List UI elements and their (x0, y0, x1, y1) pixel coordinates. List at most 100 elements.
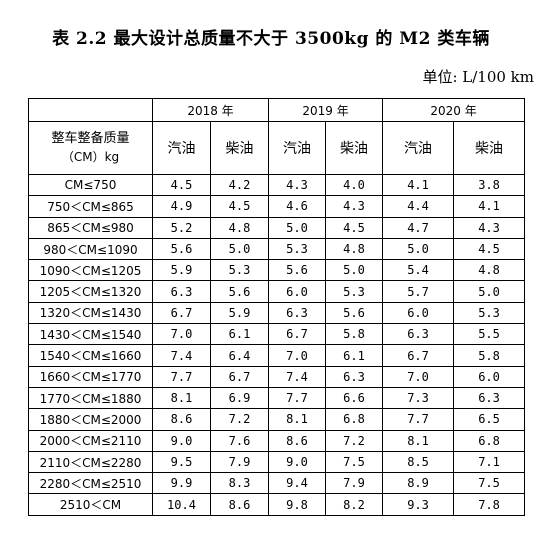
value-cell-2020-diesel: 3.8 (453, 173, 526, 197)
value-cell-2018-diesel: 4.2 (209, 173, 270, 197)
value-cell-2019-gasoline: 9.8 (268, 493, 327, 516)
curb-mass-header-line1: 整车整备质量 (51, 131, 130, 146)
value-cell-2020-diesel: 6.8 (453, 429, 526, 452)
value-cell-2020-gasoline: 9.3 (382, 493, 455, 516)
value-cell-2020-gasoline: 8.9 (382, 472, 455, 495)
curb-mass-range-cell: CM≤750 (28, 173, 153, 197)
value-cell-2018-diesel: 6.1 (209, 323, 270, 346)
curb-mass-header: 整车整备质量 （CM）kg (28, 121, 153, 175)
value-cell-2020-gasoline: 6.3 (382, 323, 455, 346)
value-cell-2019-diesel: 7.5 (325, 450, 384, 474)
curb-mass-range-cell: 1320＜CM≤1430 (28, 301, 153, 325)
fuel-header-2020-diesel: 柴油 (453, 121, 526, 175)
value-cell-2018-diesel: 4.5 (209, 195, 270, 218)
curb-mass-range-cell: 1430＜CM≤1540 (28, 323, 153, 346)
value-cell-2019-diesel: 6.1 (325, 344, 384, 367)
table-row: 1880＜CM≤2000 8.6 7.2 8.1 6.8 7.7 6.5 (28, 408, 526, 431)
curb-mass-range-cell: 1770＜CM≤1880 (28, 386, 153, 410)
value-cell-2020-diesel: 6.3 (453, 386, 526, 410)
fuel-header-2020-gasoline: 汽油 (382, 121, 455, 175)
value-cell-2019-diesel: 6.8 (325, 408, 384, 431)
value-cell-2020-gasoline: 7.0 (382, 365, 455, 388)
table-row: 1205＜CM≤1320 6.3 5.6 6.0 5.3 5.7 5.0 (28, 280, 526, 303)
table-row: CM≤750 4.5 4.2 4.3 4.0 4.1 3.8 (28, 173, 526, 197)
value-cell-2020-gasoline: 5.4 (382, 259, 455, 282)
value-cell-2019-diesel: 5.0 (325, 259, 384, 282)
value-cell-2020-diesel: 7.1 (453, 450, 526, 474)
value-cell-2020-diesel: 5.0 (453, 280, 526, 303)
curb-mass-header-line2: （CM）kg (61, 150, 120, 164)
fuel-consumption-table: 2018 年 2019 年 2020 年 整车整备质量 （CM）kg 汽油 柴油… (28, 98, 526, 516)
value-cell-2019-gasoline: 6.3 (268, 301, 327, 325)
value-cell-2018-gasoline: 5.6 (152, 237, 211, 261)
curb-mass-range-cell: 1205＜CM≤1320 (28, 280, 153, 303)
value-cell-2019-gasoline: 6.0 (268, 280, 327, 303)
fuel-header-row: 整车整备质量 （CM）kg 汽油 柴油 汽油 柴油 汽油 柴油 (28, 121, 526, 175)
table-row: 980＜CM≤1090 5.6 5.0 5.3 4.8 5.0 4.5 (28, 237, 526, 261)
value-cell-2018-gasoline: 8.1 (152, 386, 211, 410)
value-cell-2019-gasoline: 8.1 (268, 408, 327, 431)
value-cell-2020-diesel: 7.8 (453, 493, 526, 516)
value-cell-2020-gasoline: 6.7 (382, 344, 455, 367)
value-cell-2018-diesel: 5.3 (209, 259, 270, 282)
value-cell-2019-gasoline: 5.6 (268, 259, 327, 282)
table-row: 1320＜CM≤1430 6.7 5.9 6.3 5.6 6.0 5.3 (28, 301, 526, 325)
curb-mass-range-cell: 980＜CM≤1090 (28, 237, 153, 261)
curb-mass-range-cell: 2510＜CM (28, 493, 153, 516)
value-cell-2019-gasoline: 6.7 (268, 323, 327, 346)
value-cell-2018-diesel: 6.9 (209, 386, 270, 410)
value-cell-2018-diesel: 4.8 (209, 216, 270, 239)
header-corner-cell (28, 98, 153, 122)
value-cell-2018-gasoline: 7.7 (152, 365, 211, 388)
value-cell-2020-gasoline: 7.7 (382, 408, 455, 431)
value-cell-2019-gasoline: 7.0 (268, 344, 327, 367)
table-row: 1090＜CM≤1205 5.9 5.3 5.6 5.0 5.4 4.8 (28, 259, 526, 282)
value-cell-2020-gasoline: 6.0 (382, 301, 455, 325)
value-cell-2020-gasoline: 5.7 (382, 280, 455, 303)
value-cell-2018-gasoline: 9.5 (152, 450, 211, 474)
value-cell-2019-gasoline: 8.6 (268, 429, 327, 452)
curb-mass-range-cell: 2000＜CM≤2110 (28, 429, 153, 452)
value-cell-2019-diesel: 5.6 (325, 301, 384, 325)
table-row: 1540＜CM≤1660 7.4 6.4 7.0 6.1 6.7 5.8 (28, 344, 526, 367)
value-cell-2019-diesel: 8.2 (325, 493, 384, 516)
value-cell-2019-diesel: 4.5 (325, 216, 384, 239)
table-row: 1660＜CM≤1770 7.7 6.7 7.4 6.3 7.0 6.0 (28, 365, 526, 388)
value-cell-2020-diesel: 5.5 (453, 323, 526, 346)
curb-mass-range-cell: 2110＜CM≤2280 (28, 450, 153, 474)
value-cell-2018-gasoline: 10.4 (152, 493, 211, 516)
value-cell-2020-gasoline: 5.0 (382, 237, 455, 261)
value-cell-2018-gasoline: 8.6 (152, 408, 211, 431)
value-cell-2018-gasoline: 5.9 (152, 259, 211, 282)
fuel-header-2018-gasoline: 汽油 (152, 121, 211, 175)
value-cell-2018-diesel: 5.9 (209, 301, 270, 325)
value-cell-2019-gasoline: 9.0 (268, 450, 327, 474)
value-cell-2019-diesel: 7.9 (325, 472, 384, 495)
value-cell-2020-diesel: 5.3 (453, 301, 526, 325)
value-cell-2018-diesel: 8.6 (209, 493, 270, 516)
value-cell-2018-gasoline: 9.9 (152, 472, 211, 495)
value-cell-2020-gasoline: 7.3 (382, 386, 455, 410)
value-cell-2019-diesel: 5.8 (325, 323, 384, 346)
value-cell-2018-diesel: 8.3 (209, 472, 270, 495)
value-cell-2018-diesel: 5.0 (209, 237, 270, 261)
value-cell-2020-diesel: 4.8 (453, 259, 526, 282)
year-header-row: 2018 年 2019 年 2020 年 (28, 98, 526, 122)
table-body: CM≤750 4.5 4.2 4.3 4.0 4.1 3.8 750＜CM≤865 4.9 4.5… (28, 173, 526, 516)
fuel-header-2019-diesel: 柴油 (325, 121, 384, 175)
value-cell-2019-diesel: 4.3 (325, 195, 384, 218)
value-cell-2018-diesel: 7.2 (209, 408, 270, 431)
unit-label: 单位: L/100 km (422, 68, 534, 86)
value-cell-2018-gasoline: 4.9 (152, 195, 211, 218)
value-cell-2018-diesel: 5.6 (209, 280, 270, 303)
value-cell-2019-diesel: 7.2 (325, 429, 384, 452)
value-cell-2018-diesel: 7.9 (209, 450, 270, 474)
value-cell-2018-gasoline: 9.0 (152, 429, 211, 452)
value-cell-2020-diesel: 4.5 (453, 237, 526, 261)
table-row: 2510＜CM 10.4 8.6 9.8 8.2 9.3 7.8 (28, 493, 526, 516)
value-cell-2020-diesel: 5.8 (453, 344, 526, 367)
value-cell-2018-gasoline: 7.4 (152, 344, 211, 367)
table-title: 表 2.2 最大设计总质量不大于 3500kg 的 M2 类车辆 (52, 29, 490, 49)
value-cell-2020-diesel: 4.1 (453, 195, 526, 218)
table-row: 1430＜CM≤1540 7.0 6.1 6.7 5.8 6.3 5.5 (28, 323, 526, 346)
